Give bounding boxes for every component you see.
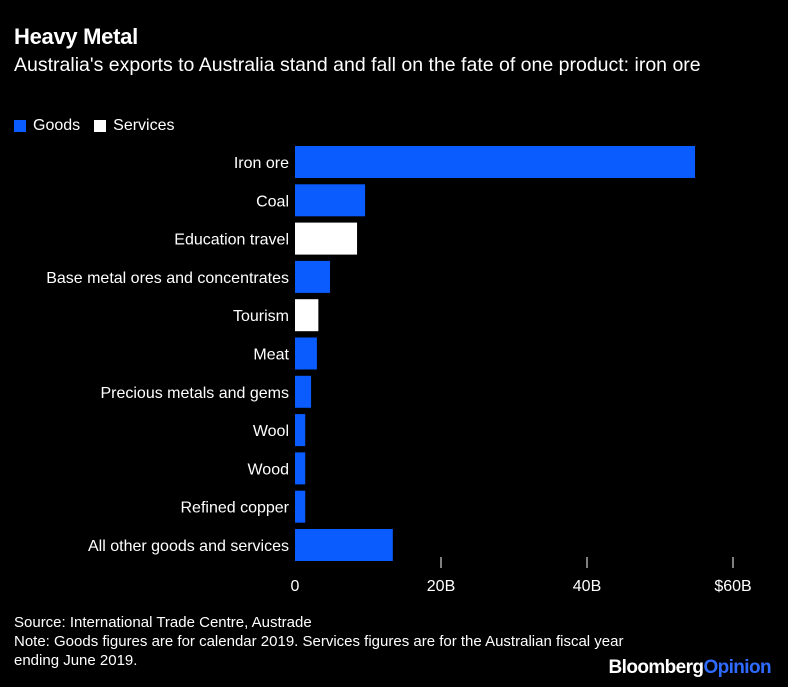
bar-precious-metals-and-gems bbox=[295, 375, 312, 408]
footer-notes: Source: International Trade Centre, Aust… bbox=[14, 613, 634, 670]
bar-iron-ore bbox=[295, 146, 696, 178]
category-label-all-other-goods-and-services: All other goods and services bbox=[88, 538, 289, 555]
category-label-tourism: Tourism bbox=[233, 308, 289, 325]
source-text: Source: International Trade Centre, Aust… bbox=[14, 614, 312, 631]
bar-refined-copper bbox=[295, 490, 306, 523]
bar-base-metal-ores-and-concentrates bbox=[295, 260, 331, 293]
bar-chart: Iron ore Coal Education travel Base metal o… bbox=[46, 146, 752, 595]
bar-education-travel bbox=[295, 222, 358, 255]
legend: Goods Services bbox=[14, 117, 189, 135]
legend-label-goods: Goods bbox=[33, 117, 81, 134]
x-tick-label: 0 bbox=[291, 578, 300, 595]
bar-wool bbox=[295, 414, 306, 447]
category-label-education-travel: Education travel bbox=[174, 232, 289, 249]
legend-label-services: Services bbox=[113, 117, 175, 134]
bar-tourism bbox=[295, 299, 319, 332]
bar-coal bbox=[295, 184, 366, 217]
chart-title: Heavy Metal bbox=[14, 24, 138, 49]
category-label-precious-metals-and-gems: Precious metals and gems bbox=[100, 385, 289, 402]
category-label-coal: Coal bbox=[256, 193, 289, 210]
category-label-meat: Meat bbox=[253, 347, 289, 364]
brand-opinion: Opinion bbox=[703, 657, 771, 678]
category-label-iron-ore: Iron ore bbox=[234, 155, 289, 172]
legend-item-services: Services bbox=[94, 117, 175, 135]
brand-bloomberg: Bloomberg bbox=[608, 657, 704, 678]
x-tick-label: $60B bbox=[714, 578, 751, 595]
x-tick-label: 20B bbox=[427, 578, 455, 595]
bar-meat bbox=[295, 337, 317, 370]
category-label-base-metal-ores-and-concentrates: Base metal ores and concentrates bbox=[46, 270, 289, 287]
chart-subtitle: Australia's exports to Australia stand a… bbox=[14, 54, 701, 76]
bar-wood bbox=[295, 452, 306, 485]
category-label-wood: Wood bbox=[247, 461, 289, 478]
category-label-wool: Wool bbox=[253, 423, 289, 440]
legend-swatch-goods bbox=[14, 120, 26, 132]
category-label-refined-copper: Refined copper bbox=[180, 500, 289, 517]
legend-item-goods: Goods bbox=[14, 117, 80, 135]
note-text: Note: Goods figures are for calendar 201… bbox=[14, 633, 624, 669]
x-tick-label: 40B bbox=[573, 578, 601, 595]
bar-all-other-goods-and-services bbox=[295, 529, 393, 561]
legend-swatch-services bbox=[94, 120, 107, 132]
brand-logo: BloombergOpinion bbox=[608, 657, 772, 679]
